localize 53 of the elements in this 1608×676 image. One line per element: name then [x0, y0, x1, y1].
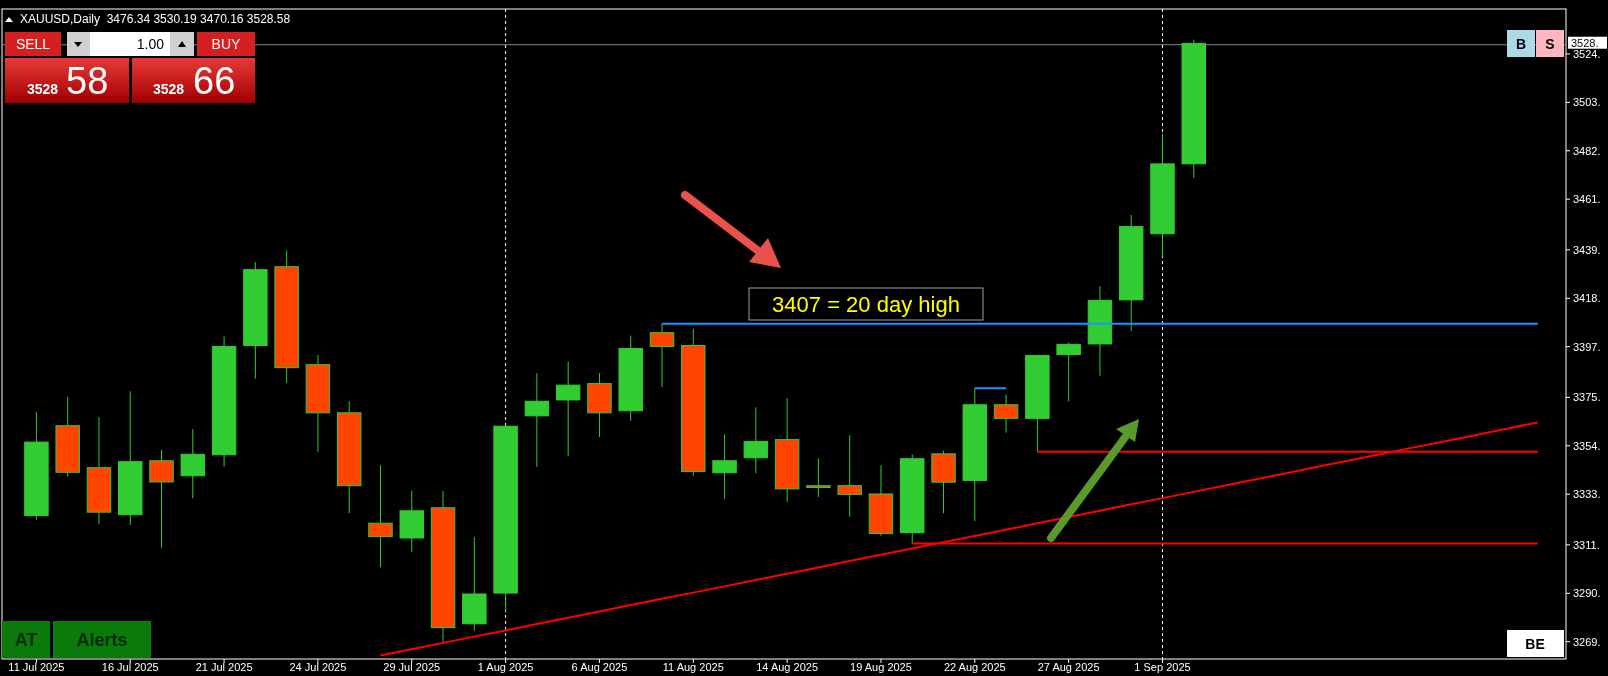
x-tick-label: 6 Aug 2025	[571, 661, 628, 673]
x-tick-label: 29 Jul 2025	[383, 661, 441, 673]
candlestick	[368, 464, 393, 568]
y-tick-label: 3439.	[1573, 243, 1601, 256]
annotation: BE	[1525, 636, 1545, 652]
y-tick-label: 3290.	[1573, 587, 1601, 600]
candlestick	[743, 406, 769, 474]
x-tick-label: 1 Sep 2025	[1134, 661, 1191, 673]
annotation: 1.00	[136, 36, 165, 52]
x-tick-label: 19 Aug 2025	[850, 661, 912, 673]
y-tick-label: 3503.	[1573, 96, 1601, 109]
annotation: S	[1545, 36, 1555, 52]
annotation: B	[1515, 36, 1527, 52]
x-tick-label: 27 Aug 2025	[1037, 661, 1100, 673]
chart-title: XAUUSD,Daily 3476.34 3530.19 3470.16 3528.58	[20, 12, 291, 26]
candlestick	[149, 449, 174, 549]
candlestick	[1056, 342, 1081, 402]
y-tick-label: 3397.	[1573, 340, 1601, 353]
y-tick-label: 3461.	[1573, 193, 1601, 206]
annotation: 3528	[153, 81, 185, 97]
y-tick-label: 3418.	[1573, 292, 1601, 305]
y-tick-label: 3524.	[1573, 47, 1601, 60]
candlestick	[837, 434, 862, 518]
x-tick-label: 16 Jul 2025	[101, 661, 159, 673]
candlestick	[524, 372, 550, 468]
annotation: AT	[14, 630, 38, 650]
annotation: Alerts	[76, 630, 128, 650]
x-tick-label: 11 Jul 2025	[8, 661, 65, 673]
candlestick	[180, 428, 206, 499]
annotation: 3407 = 20 day high	[772, 291, 960, 317]
annotation: SELL	[15, 36, 51, 52]
x-tick-label: 11 Aug 2025	[662, 661, 724, 673]
annotation: 3528	[27, 81, 59, 97]
x-tick-label: 1 Aug 2025	[477, 661, 534, 673]
x-tick-label: 21 Jul 2025	[195, 661, 253, 673]
y-tick-label: 3354.	[1573, 439, 1601, 452]
x-tick-label: 22 Aug 2025	[943, 661, 1006, 673]
y-tick-label: 3333.	[1573, 488, 1601, 501]
annotation: BUY	[211, 36, 242, 52]
y-tick-label: 3269.	[1573, 635, 1601, 648]
annotation: 58	[66, 60, 109, 102]
candlestick	[993, 393, 1019, 434]
y-tick-label: 3482.	[1573, 144, 1601, 157]
y-tick-label: 3311.	[1573, 538, 1600, 551]
candlestick	[806, 457, 831, 498]
x-tick-label: 24 Jul 2025	[289, 661, 347, 673]
candlestick	[712, 434, 737, 500]
candlestick	[649, 323, 675, 388]
ref-line-label: 3528.	[1571, 36, 1599, 49]
y-tick-label: 3375.	[1573, 391, 1601, 404]
candlestick	[555, 360, 581, 457]
annotation: 66	[193, 60, 236, 102]
x-tick-label: 14 Aug 2025	[756, 661, 819, 673]
